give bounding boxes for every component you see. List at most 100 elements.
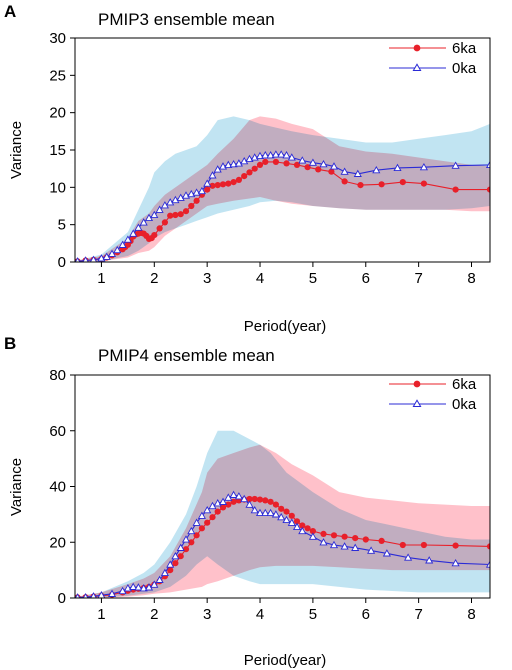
data-point-6ka [209, 182, 216, 189]
data-point-6ka [172, 211, 179, 219]
x-tick-label: 4 [256, 606, 264, 623]
x-tick-label: 2 [150, 606, 158, 623]
panel-a-legend: 6ka 0ka [389, 40, 477, 77]
data-point-6ka [188, 539, 195, 546]
data-point-6ka [272, 158, 279, 165]
data-point-6ka [198, 525, 205, 532]
data-point-6ka [204, 186, 211, 193]
panel-b: B PMIP4 ensemble mean 1 2 3 4 5 6 7 8020406080 … [4, 334, 491, 669]
x-tick-label: 1 [97, 606, 105, 623]
data-point-0ka [308, 158, 317, 166]
data-point-0ka [218, 497, 228, 505]
panel-a-letter: A [4, 2, 16, 21]
data-point-6ka [262, 158, 269, 165]
data-point-6ka [267, 498, 274, 505]
data-point-6ka [399, 541, 406, 549]
x-tick-label: 4 [256, 270, 264, 287]
data-point-6ka [177, 553, 184, 560]
x-tick-label: 1 [97, 270, 105, 287]
data-point-0ka [271, 510, 280, 518]
panel-b-y-axis-label: Variance [8, 458, 25, 516]
legend-label-0ka: 0ka [452, 396, 477, 413]
data-point-0ka [277, 512, 286, 521]
y-tick-label: 20 [49, 534, 66, 551]
y-tick-label: 80 [49, 367, 66, 384]
data-point-0ka [372, 165, 381, 174]
data-point-6ka [235, 176, 242, 183]
data-point-0ka [155, 205, 164, 213]
data-point-0ka [451, 161, 460, 169]
legend-marker-0ka [412, 399, 422, 407]
data-point-6ka [378, 181, 385, 188]
data-point-0ka [197, 511, 206, 519]
data-point-0ka [171, 195, 180, 204]
data-point-6ka [486, 186, 490, 193]
x-tick-label: 6 [362, 606, 370, 623]
data-point-0ka [351, 543, 360, 551]
data-point-0ka [329, 162, 339, 170]
y-tick-label: 10 [49, 179, 66, 196]
data-point-0ka [419, 162, 428, 171]
data-point-6ka [283, 508, 290, 515]
data-point-0ka [287, 518, 296, 526]
data-point-0ka [176, 193, 185, 201]
y-tick-label: 0 [58, 254, 66, 271]
data-point-6ka [246, 495, 253, 503]
data-point-0ka [107, 589, 117, 597]
data-point-6ka [288, 512, 295, 519]
data-point-0ka [203, 505, 212, 514]
legend-label-6ka: 6ka [452, 40, 477, 57]
data-point-6ka [182, 208, 190, 215]
data-point-0ka [150, 210, 159, 219]
data-point-0ka [224, 160, 233, 169]
data-point-0ka [485, 160, 490, 169]
data-point-0ka [192, 518, 201, 526]
data-point-6ka [320, 530, 327, 538]
data-point-0ka [139, 218, 148, 226]
data-point-6ka [241, 173, 248, 180]
data-point-6ka [188, 202, 195, 210]
data-point-6ka [272, 501, 279, 508]
data-point-0ka [261, 150, 270, 159]
data-point-0ka [187, 526, 196, 535]
y-tick-label: 0 [58, 590, 66, 607]
data-point-6ka [230, 179, 237, 186]
panel-b-x-axis-label: Period(year) [244, 652, 327, 669]
data-point-6ka [161, 219, 168, 226]
panel-a-series [75, 150, 490, 262]
data-point-6ka [486, 543, 490, 550]
data-point-0ka [150, 580, 159, 588]
x-tick-label: 6 [362, 270, 370, 287]
y-tick-label: 30 [49, 30, 66, 47]
data-point-6ka [156, 225, 163, 232]
data-point-6ka [341, 178, 348, 185]
data-point-0ka [255, 508, 265, 517]
panel-b-legend: 6ka 0ka [389, 376, 477, 413]
legend-label-0ka: 0ka [452, 60, 477, 77]
data-point-0ka [113, 245, 122, 254]
data-point-6ka [225, 501, 232, 508]
data-point-0ka [298, 156, 307, 164]
data-point-0ka [203, 179, 212, 187]
panel-b-uncertainty-bands [77, 430, 490, 598]
data-point-6ka [167, 212, 174, 219]
panel-b-title: PMIP4 ensemble mean [98, 346, 275, 365]
data-point-0ka [277, 150, 286, 158]
panel-a: A PMIP3 ensemble mean 1 2 3 4 5 6 7 8 0 5 10 15 20 25… [4, 2, 491, 335]
data-point-6ka [452, 186, 459, 193]
legend-marker-0ka [412, 63, 422, 71]
panel-a-title: PMIP3 ensemble mean [98, 10, 275, 29]
data-point-6ka [304, 525, 311, 532]
data-point-6ka [315, 166, 322, 173]
data-point-0ka [353, 169, 362, 177]
data-point-0ka [118, 240, 127, 248]
y-tick-label: 25 [49, 67, 66, 84]
data-point-6ka [352, 535, 359, 542]
data-point-0ka [393, 163, 402, 172]
data-point-6ka [225, 180, 232, 187]
data-point-6ka [219, 181, 227, 188]
data-point-0ka [229, 159, 238, 168]
x-tick-label: 7 [414, 270, 422, 287]
